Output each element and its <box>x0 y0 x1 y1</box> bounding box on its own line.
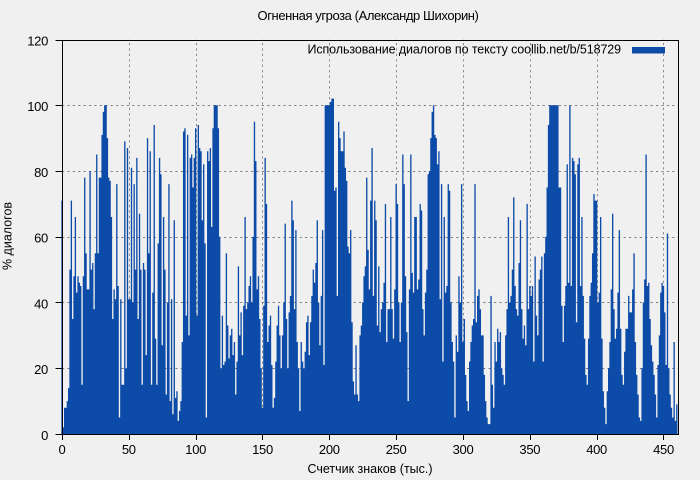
svg-text:100: 100 <box>27 99 48 114</box>
svg-text:450: 450 <box>653 442 674 457</box>
svg-text:150: 150 <box>252 442 273 457</box>
svg-text:Огненная угроза (Александр Ших: Огненная угроза (Александр Шихорин) <box>258 8 479 23</box>
svg-text:0: 0 <box>59 442 66 457</box>
svg-text:20: 20 <box>34 362 48 377</box>
svg-text:80: 80 <box>34 165 48 180</box>
svg-text:100: 100 <box>185 442 206 457</box>
svg-text:% диалогов: % диалогов <box>1 202 15 270</box>
svg-text:0: 0 <box>41 428 48 443</box>
svg-text:120: 120 <box>27 33 48 48</box>
svg-text:250: 250 <box>386 442 407 457</box>
svg-text:400: 400 <box>586 442 607 457</box>
svg-text:50: 50 <box>122 442 136 457</box>
svg-text:40: 40 <box>34 296 48 311</box>
svg-text:60: 60 <box>34 231 48 246</box>
svg-text:200: 200 <box>319 442 340 457</box>
svg-text:300: 300 <box>453 442 474 457</box>
svg-text:350: 350 <box>519 442 540 457</box>
svg-text:Использование диалогов по текс: Использование диалогов по тексту coollib… <box>307 43 621 57</box>
svg-text:Счетчик знаков (тыс.): Счетчик знаков (тыс.) <box>307 462 432 476</box>
